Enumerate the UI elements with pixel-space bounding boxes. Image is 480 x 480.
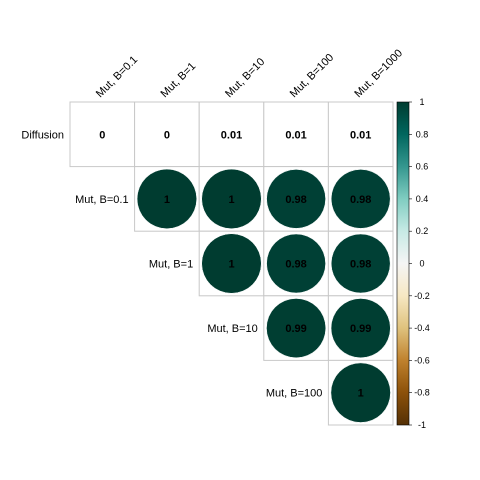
colorbar-tick-label: 0.6 — [416, 162, 429, 172]
correlation-circle — [330, 298, 391, 359]
colorbar-tick-label: 1 — [419, 97, 424, 107]
value-label: 0.99 — [350, 323, 371, 335]
value-label: 0 — [164, 129, 170, 141]
colorbar-tick-label: 0.2 — [416, 226, 429, 236]
color-legend: 1 0.8 0.6 0.4 0.2 0 -0.2 -0.4 -0.6 -0.8 -1 — [396, 97, 430, 430]
value-label: 0.98 — [285, 259, 306, 271]
row-labels: Diffusion Mut, B=0.1 Mut, B=1 Mut, B=10 Mut,… — [21, 129, 322, 399]
value-label: 0 — [99, 129, 105, 141]
value-label: 1 — [228, 259, 234, 271]
column-label: Mut, B=0.1 — [94, 54, 140, 100]
correlation-circle — [228, 131, 235, 138]
grid-cell — [69, 101, 136, 168]
colorbar-tick-label: -0.2 — [414, 291, 430, 301]
colorbar-tick-label: 0.4 — [416, 194, 429, 204]
value-label: 1 — [164, 194, 170, 206]
column-label: Mut, B=10 — [223, 56, 267, 100]
correlation-circle — [266, 233, 326, 294]
column-labels: Mut, B=0.1 Mut, B=1 Mut, B=10 Mut, B=100 Mut… — [94, 47, 405, 100]
row-label: Mut, B=10 — [207, 323, 257, 335]
colorbar-tick-label: -0.6 — [414, 355, 430, 365]
column-label: Mut, B=1 — [159, 60, 199, 100]
correlation-circle — [201, 168, 262, 229]
colorbar-tick-label: -0.4 — [414, 323, 430, 333]
colorbar-tick-label: -0.8 — [414, 388, 430, 398]
column-label: Mut, B=1000 — [352, 47, 405, 100]
row-label: Diffusion — [21, 129, 64, 141]
colorbar-tick-label: 0.8 — [416, 129, 429, 139]
correlation-circle — [357, 131, 364, 138]
value-label: 0.98 — [350, 259, 371, 271]
colorbar — [396, 101, 410, 426]
row-label: Mut, B=0.1 — [75, 194, 129, 206]
column-label: Mut, B=100 — [288, 52, 336, 100]
correlation-circle — [292, 131, 300, 138]
correlation-circle — [330, 169, 391, 229]
value-label: 0.98 — [285, 194, 306, 206]
value-label: 0.01 — [285, 129, 306, 141]
correlation-circle — [136, 168, 197, 229]
value-label: 0.98 — [350, 194, 371, 206]
row-label: Mut, B=100 — [266, 388, 323, 400]
value-label: 1 — [358, 388, 364, 400]
colorbar-tick-label: 0 — [419, 259, 424, 269]
circle-marks — [136, 131, 391, 423]
value-label: 1 — [228, 194, 234, 206]
value-label: 0.01 — [350, 129, 371, 141]
value-label: 0.01 — [221, 129, 242, 141]
value-label: 0.99 — [285, 323, 306, 335]
correlation-circle — [266, 298, 327, 359]
correlation-circle — [266, 169, 326, 229]
colorbar-tick-label: -1 — [418, 420, 426, 430]
value-labels: 0 0 0.01 0.01 0.01 1 1 0.98 0.98 1 0.98 0.98 0.99 0.9… — [99, 129, 371, 399]
correlation-circle — [201, 233, 262, 294]
correlation-circle — [330, 233, 391, 294]
grid-cell — [134, 101, 200, 168]
correlation-circle — [330, 362, 391, 423]
row-label: Mut, B=1 — [149, 259, 193, 271]
